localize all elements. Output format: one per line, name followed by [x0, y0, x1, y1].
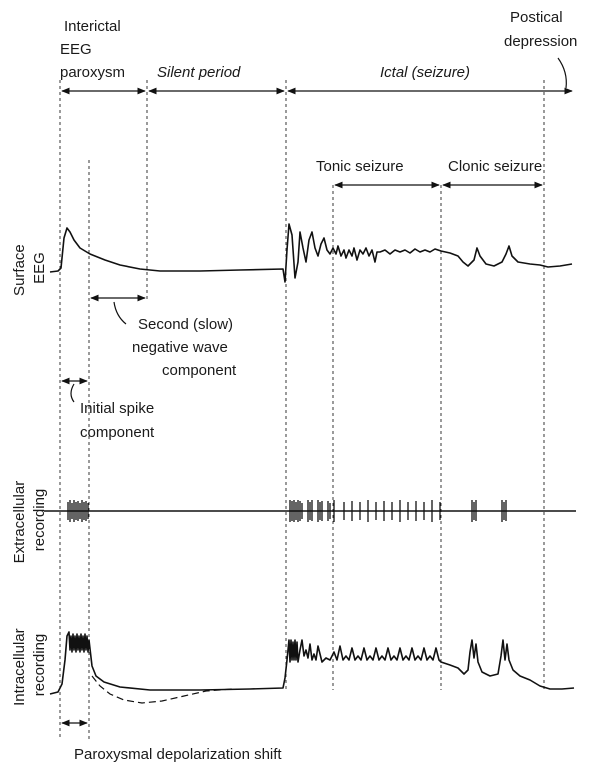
second-wave-pointer: [113, 301, 127, 325]
intracellular-dashed-trace: [91, 675, 233, 704]
second-wave-label-line3: component: [162, 362, 237, 379]
surface-eeg-label: Surface EEG: [11, 240, 48, 296]
extracellular-label-line1: Extracellular: [11, 481, 28, 564]
second-wave-label-line2: negative wave: [132, 339, 228, 356]
intracellular-label: Intracellular recording: [11, 624, 48, 706]
initial-spike-label: Initial spike component: [80, 400, 158, 441]
surface-eeg-trace: [49, 223, 573, 283]
interictal-label-line3: paroxysm: [60, 64, 125, 81]
intracellular-label-line2: recording: [31, 634, 48, 697]
interictal-label-line2: EEG: [60, 41, 92, 58]
extracellular-label-line2: recording: [31, 489, 48, 552]
postictal-pointer: [557, 57, 567, 89]
extracellular-label: Extracellular recording: [11, 477, 48, 564]
intracellular-trace: [49, 631, 575, 695]
ictal-label: Ictal (seizure): [380, 64, 470, 81]
postictal-label-line2: depression: [504, 33, 577, 50]
extracellular-trace: [44, 500, 576, 522]
guide-lines: [59, 80, 545, 740]
postictal-label: Postical depression: [504, 9, 577, 50]
surface-eeg-label-line2: EEG: [31, 252, 48, 284]
clonic-seizure-label: Clonic seizure: [448, 158, 542, 175]
extracellular-burst-interictal: [67, 500, 89, 522]
interictal-label: Interictal EEG paroxysm: [60, 18, 125, 81]
initial-spike-pointer: [70, 383, 75, 403]
initial-spike-label-line2: component: [80, 424, 155, 441]
intracellular-label-line1: Intracellular: [11, 628, 28, 706]
second-wave-label-line1: Second (slow): [138, 316, 233, 333]
extracellular-burst-ictal: [289, 500, 507, 522]
initial-spike-label-line1: Initial spike: [80, 400, 154, 417]
second-wave-label: Second (slow) negative wave component: [132, 316, 237, 379]
tonic-seizure-label: Tonic seizure: [316, 158, 404, 175]
surface-eeg-label-line1: Surface: [11, 244, 28, 296]
interictal-label-line1: Interictal: [64, 18, 121, 35]
silent-period-label: Silent period: [157, 64, 241, 81]
postictal-label-line1: Postical: [510, 9, 563, 26]
pds-label: Paroxysmal depolarization shift: [74, 746, 282, 763]
